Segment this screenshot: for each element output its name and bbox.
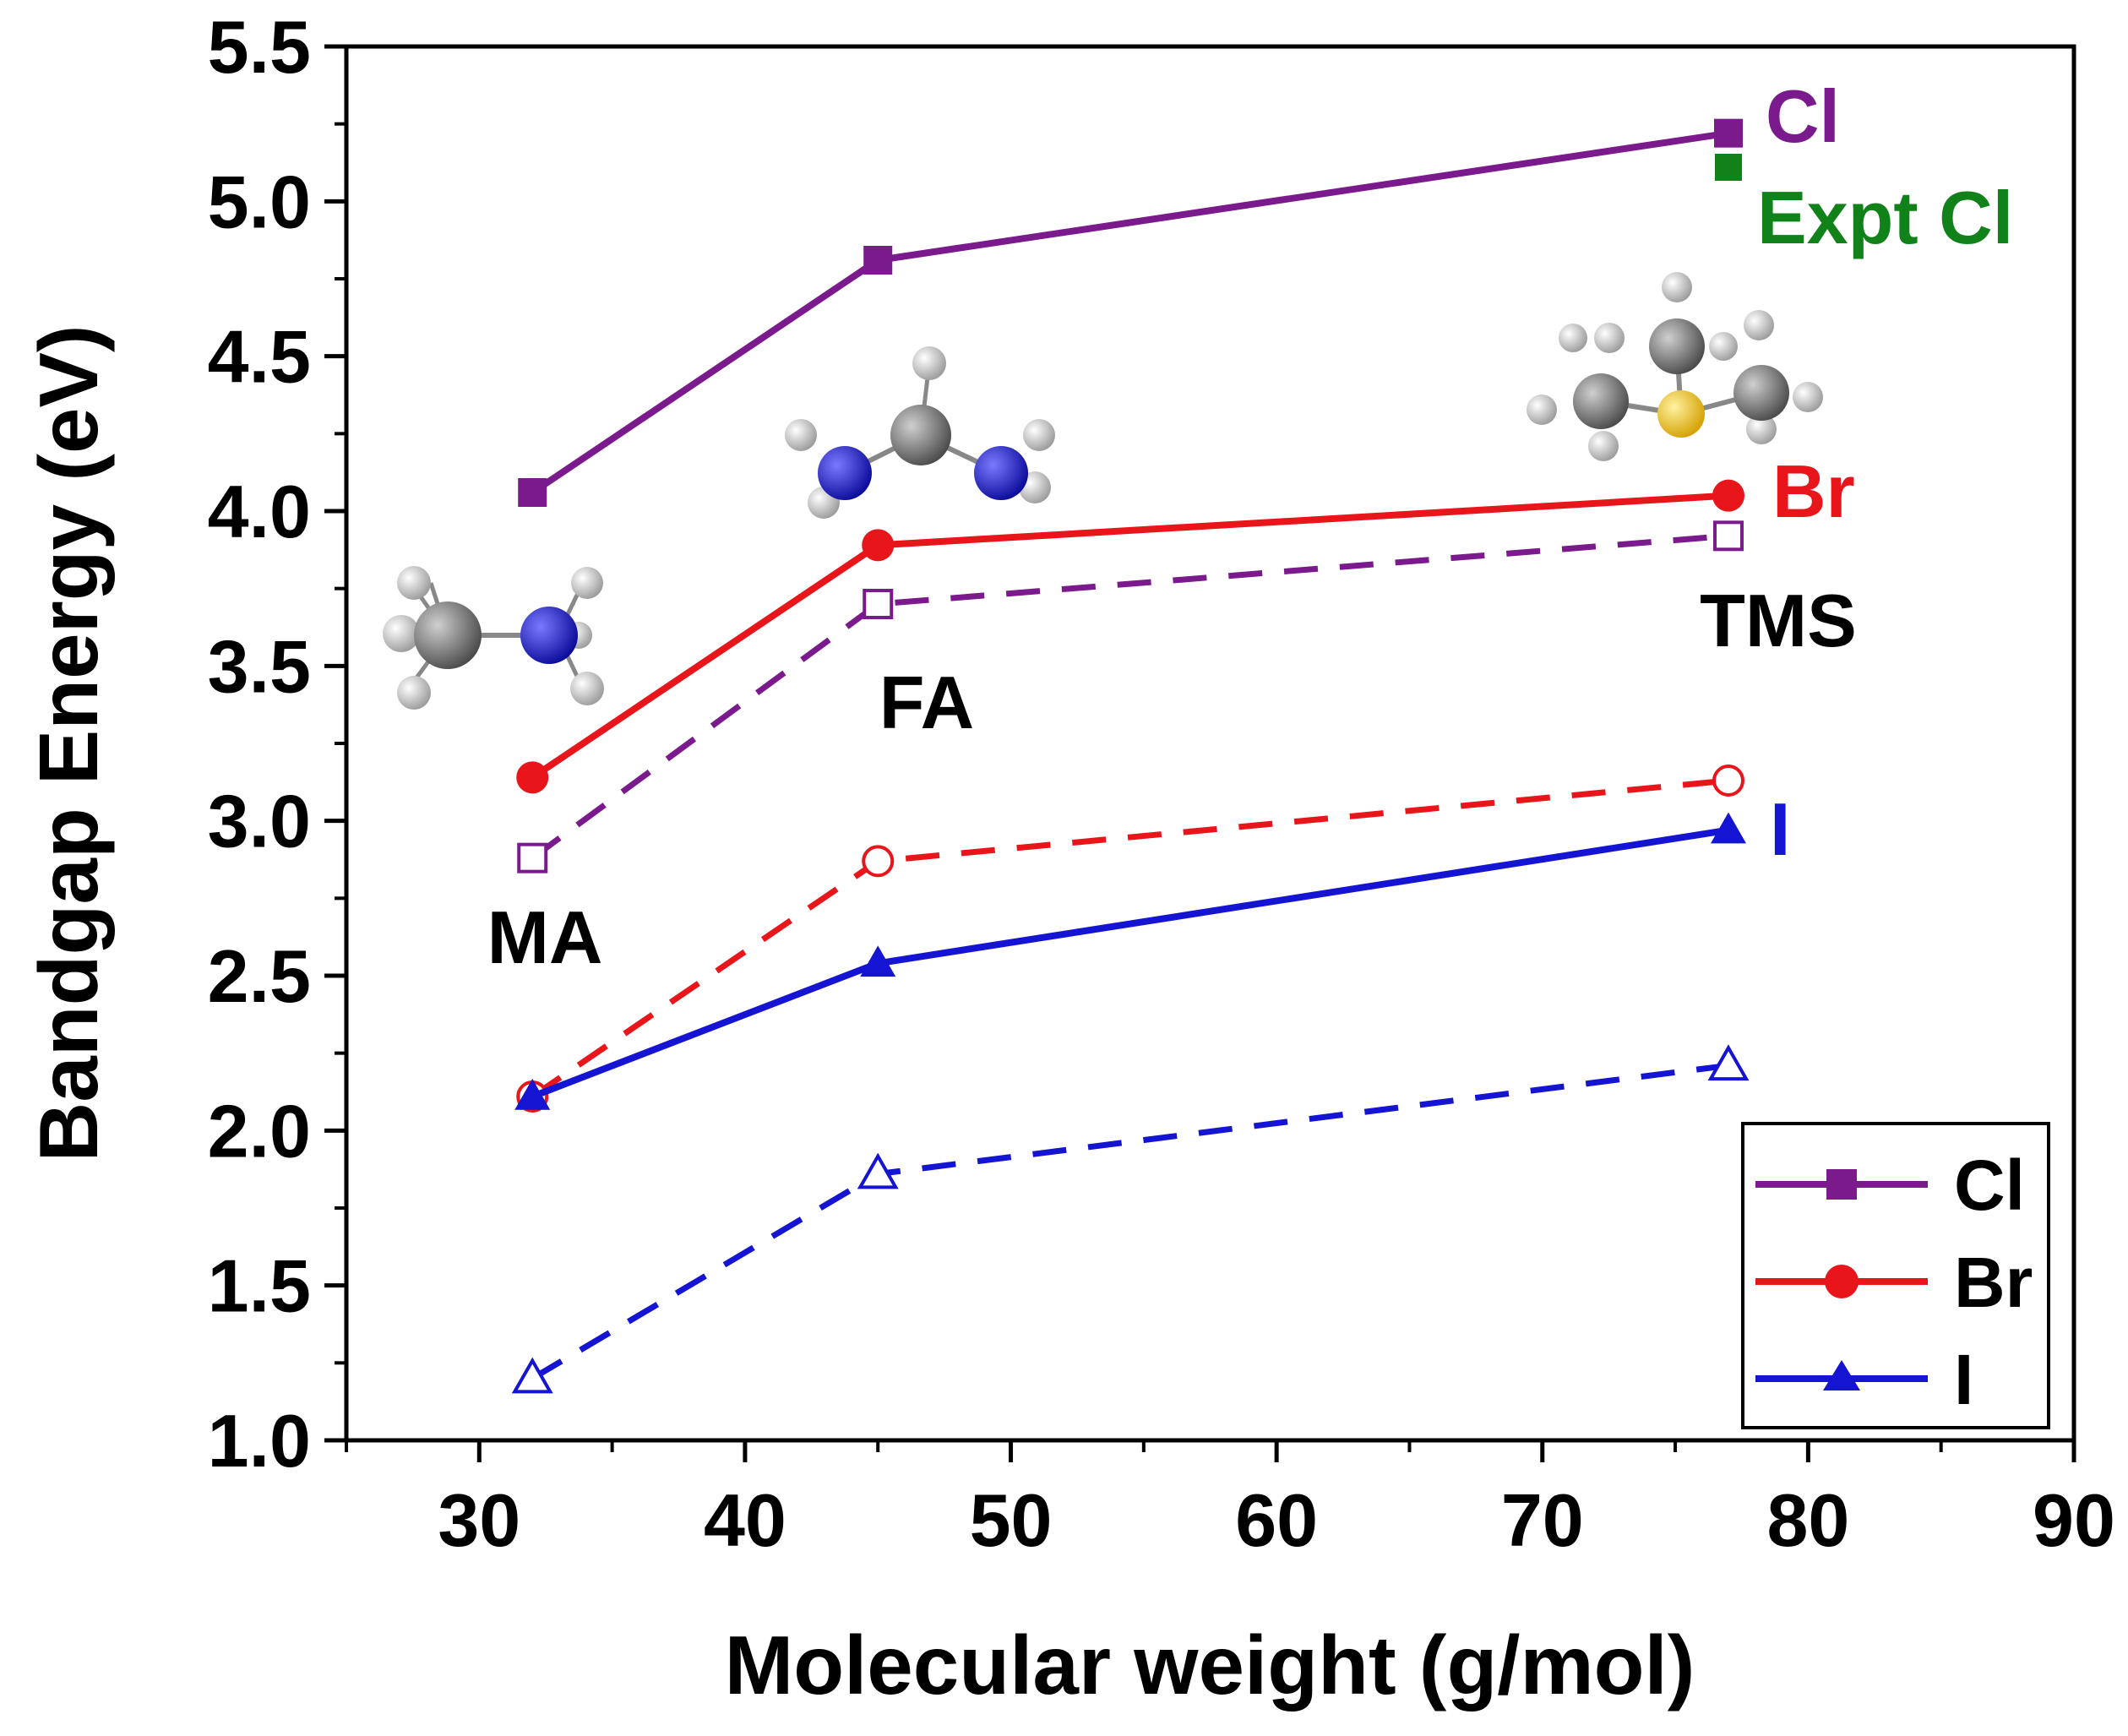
y-tick-label: 2.5 [208, 934, 311, 1018]
x-axis-label: Molecular weight (g/mol) [725, 1619, 1695, 1712]
data-point-cl [518, 478, 547, 507]
series-layer [511, 118, 1750, 1394]
data-point-expt-cl [1715, 154, 1742, 181]
axes: 30 40 50 60 70 80 90 1.0 1.5 2.0 2.5 3.0 3.5 4.0 4.5 5.… [208, 5, 2115, 1562]
legend-label-cl: Cl [1954, 1146, 2025, 1225]
data-point-cl [1714, 118, 1743, 148]
y-tick-label: 4.5 [208, 315, 311, 399]
data-point-br-dashed [862, 845, 895, 878]
data-point-cl-dashed [1713, 520, 1744, 552]
end-label-cl: Cl [1766, 74, 1840, 158]
data-point-i-dashed [1707, 1044, 1750, 1081]
x-tick-label: 90 [2033, 1478, 2115, 1562]
series-line-cl [530, 129, 1729, 496]
x-tick-label: 50 [970, 1478, 1053, 1562]
data-point-br [1712, 479, 1744, 512]
end-label-br: Br [1772, 449, 1855, 533]
data-point-br [516, 761, 549, 794]
y-tick-label: 2.0 [208, 1089, 311, 1173]
methylammonium-molecule-icon [383, 566, 604, 710]
series-line-br [530, 492, 1729, 781]
data-point-i-dashed [857, 1152, 899, 1189]
cation-label-fa: FA [879, 661, 974, 744]
end-label-expt-cl: Expt Cl [1757, 176, 2013, 259]
data-point-cl [863, 246, 893, 275]
data-point-i [860, 945, 896, 977]
legend-label-i: I [1954, 1340, 1973, 1419]
end-label-i: I [1770, 787, 1790, 871]
x-tick-label: 70 [1501, 1478, 1584, 1562]
trimethylsulfonium-molecule-icon [1527, 272, 1823, 461]
data-point-cl-dashed [517, 842, 548, 873]
data-point-br [862, 529, 895, 562]
y-tick-label: 1.0 [208, 1399, 311, 1483]
y-tick-label: 3.5 [208, 624, 311, 708]
y-tick-label: 3.0 [208, 780, 311, 863]
data-point-i-dashed [511, 1357, 553, 1394]
data-point-cl-dashed [863, 589, 894, 619]
series-line-cl-dashed [531, 532, 1729, 861]
x-tick-label: 30 [438, 1478, 520, 1562]
x-tick-label: 40 [704, 1478, 786, 1562]
legend-label-br: Br [1954, 1243, 2033, 1322]
data-point-i [1711, 812, 1746, 844]
x-tick-label: 60 [1235, 1478, 1318, 1562]
x-tick-label: 80 [1766, 1478, 1849, 1562]
y-axis-label: Bandgap Energy (eV) [22, 324, 115, 1162]
series-line-i [531, 826, 1729, 1100]
y-tick-label: 5.0 [208, 160, 311, 243]
formamidinium-molecule-icon [785, 346, 1055, 519]
legend-marker-cl [1826, 1169, 1857, 1200]
series-line-br-dashed [531, 777, 1729, 1099]
cation-label-tms: TMS [1700, 579, 1857, 662]
legend: Cl Br I [1741, 1122, 2050, 1429]
data-point-br-dashed [1712, 765, 1744, 797]
legend-marker-i [1823, 1360, 1860, 1390]
y-tick-label: 4.0 [208, 470, 311, 553]
cation-label-ma: MA [487, 895, 603, 979]
data-point-i [514, 1079, 551, 1110]
y-tick-label: 5.5 [208, 5, 311, 89]
legend-marker-br [1825, 1265, 1859, 1298]
series-line-i-dashed [531, 1062, 1729, 1381]
y-tick-label: 1.5 [208, 1244, 311, 1328]
